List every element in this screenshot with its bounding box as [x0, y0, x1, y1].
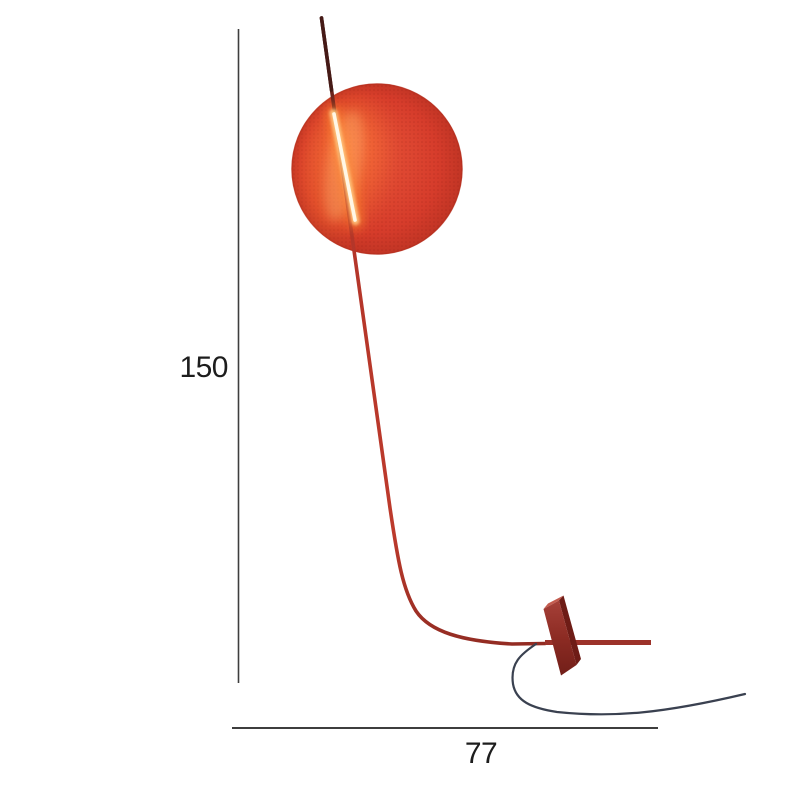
base-plank-front-face — [543, 600, 577, 676]
base-plank-side-face — [559, 595, 581, 665]
width-label: 77 — [464, 737, 498, 770]
rod-upper-segment — [319, 16, 334, 92]
power-cable — [511, 642, 747, 716]
led-strip — [332, 112, 357, 222]
height-label: 150 — [179, 351, 228, 384]
disc-rim — [291, 83, 463, 255]
base-plank-top-face — [543, 595, 564, 609]
stem-rod — [319, 16, 547, 646]
